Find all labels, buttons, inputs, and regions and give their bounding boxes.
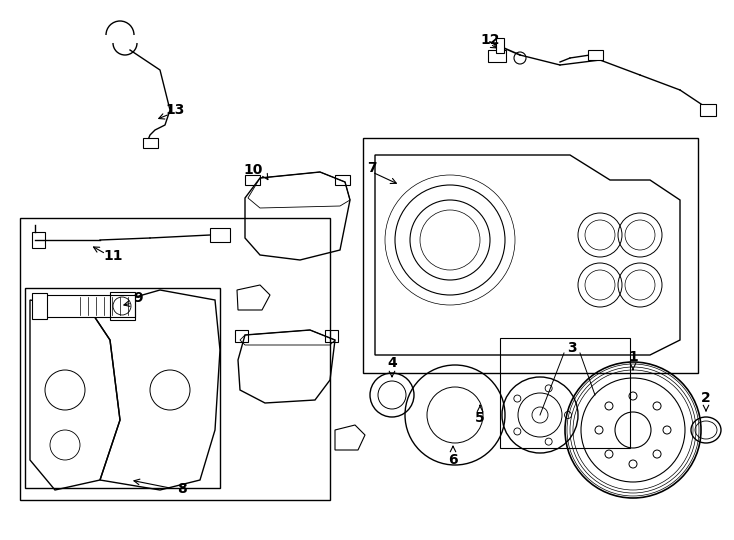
Bar: [32, 293, 47, 319]
Bar: [500, 338, 630, 448]
Bar: [143, 138, 158, 148]
Text: 5: 5: [475, 406, 485, 425]
Text: 11: 11: [103, 249, 123, 263]
Text: 3: 3: [567, 341, 577, 355]
Bar: [363, 138, 698, 373]
Bar: [20, 218, 330, 500]
Text: 2: 2: [701, 391, 711, 411]
Text: 7: 7: [367, 161, 377, 175]
Bar: [110, 292, 135, 320]
Bar: [700, 104, 716, 116]
Text: 9: 9: [133, 291, 143, 305]
Bar: [210, 228, 230, 242]
Bar: [35, 295, 135, 317]
Text: 8: 8: [177, 482, 187, 496]
Bar: [496, 38, 504, 53]
Text: 13: 13: [165, 103, 185, 117]
Text: 1: 1: [628, 350, 638, 370]
Text: 12: 12: [480, 33, 500, 47]
Text: 6: 6: [448, 446, 458, 467]
Bar: [25, 288, 220, 488]
Bar: [588, 50, 603, 60]
Text: 4: 4: [387, 356, 397, 377]
Text: 10: 10: [243, 163, 263, 177]
Bar: [488, 50, 506, 62]
